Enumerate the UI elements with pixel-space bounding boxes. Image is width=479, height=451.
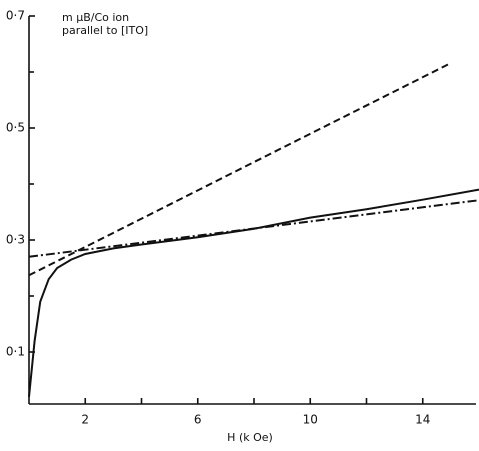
x-tick-label: 6 (194, 413, 202, 427)
x-tick-label: 14 (415, 413, 430, 427)
y-axis-label: m μB/Co ion (62, 11, 129, 24)
data-line (28, 188, 479, 397)
y-tick-label: 0·5 (6, 121, 25, 135)
y-tick-label: 0·7 (6, 9, 25, 23)
y-tick-label: 0·3 (6, 233, 25, 247)
y-tick-label: 0·1 (6, 345, 25, 359)
x-axis-label: H (k Oe) (227, 431, 273, 444)
x-tick-label: 10 (303, 413, 318, 427)
x-tick-label: 2 (81, 413, 89, 427)
y-axis-label: parallel to [ITO] (62, 24, 148, 37)
data-line (28, 199, 479, 258)
data-line (28, 62, 452, 277)
